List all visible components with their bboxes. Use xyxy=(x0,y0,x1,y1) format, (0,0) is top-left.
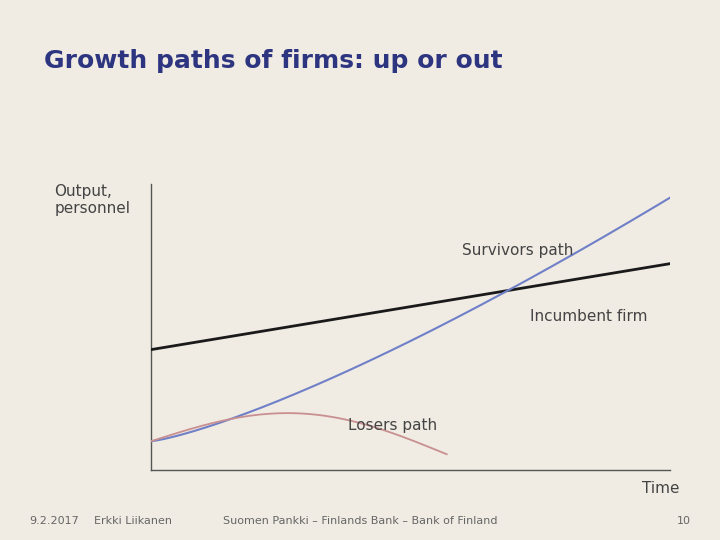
Text: Survivors path: Survivors path xyxy=(462,243,574,258)
Text: Suomen Pankki – Finlands Bank – Bank of Finland: Suomen Pankki – Finlands Bank – Bank of … xyxy=(222,516,498,526)
Text: Growth paths of firms: up or out: Growth paths of firms: up or out xyxy=(45,49,503,72)
Text: Time: Time xyxy=(642,481,680,496)
Text: 10: 10 xyxy=(678,516,691,526)
Text: Erkki Liikanen: Erkki Liikanen xyxy=(94,516,171,526)
Text: 9.2.2017: 9.2.2017 xyxy=(29,516,78,526)
Text: Output,
personnel: Output, personnel xyxy=(55,184,130,216)
Text: Losers path: Losers path xyxy=(348,418,437,433)
Text: Incumbent firm: Incumbent firm xyxy=(530,309,647,324)
